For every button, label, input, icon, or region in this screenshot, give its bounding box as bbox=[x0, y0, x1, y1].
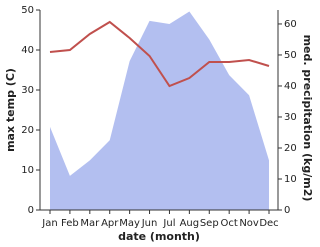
y2-tick-label: 20 bbox=[284, 143, 297, 154]
x-axis-label: date (month) bbox=[118, 230, 200, 243]
y-axis-label: max temp (C) bbox=[4, 68, 17, 152]
y2-axis-label: med. precipitation (kg/m2) bbox=[301, 35, 314, 202]
y-tick-label: 30 bbox=[21, 85, 34, 96]
x-tick-label: Dec bbox=[259, 218, 278, 229]
precipitation-area bbox=[50, 11, 269, 211]
x-tick-label: Aug bbox=[180, 218, 200, 229]
x-tick-label: Feb bbox=[61, 218, 79, 229]
y-tick-label: 20 bbox=[21, 125, 34, 136]
x-tick-label: Mar bbox=[80, 218, 100, 229]
y2-tick-label: 0 bbox=[284, 205, 290, 216]
x-tick-label: Jul bbox=[162, 218, 175, 229]
x-tick-label: Jun bbox=[141, 218, 158, 229]
y2-tick-label: 50 bbox=[284, 50, 297, 61]
x-tick-label: Apr bbox=[101, 218, 119, 229]
y-tick-label: 50 bbox=[21, 5, 34, 16]
y-tick-label: 40 bbox=[21, 45, 34, 56]
y-tick-label: 10 bbox=[21, 165, 34, 176]
x-tick-label: Jan bbox=[41, 218, 57, 229]
y2-tick-label: 10 bbox=[284, 174, 297, 185]
x-tick-label: Nov bbox=[239, 218, 259, 229]
temp-line bbox=[49, 20, 270, 88]
y2-tick-label: 60 bbox=[284, 19, 297, 30]
y-tick-label: 0 bbox=[28, 205, 34, 216]
y2-tick-label: 40 bbox=[284, 81, 297, 92]
y2-tick-label: 30 bbox=[284, 112, 297, 123]
x-tick-label: May bbox=[119, 218, 140, 229]
x-tick-label: Oct bbox=[221, 218, 238, 229]
x-tick-label: Sep bbox=[200, 218, 219, 229]
